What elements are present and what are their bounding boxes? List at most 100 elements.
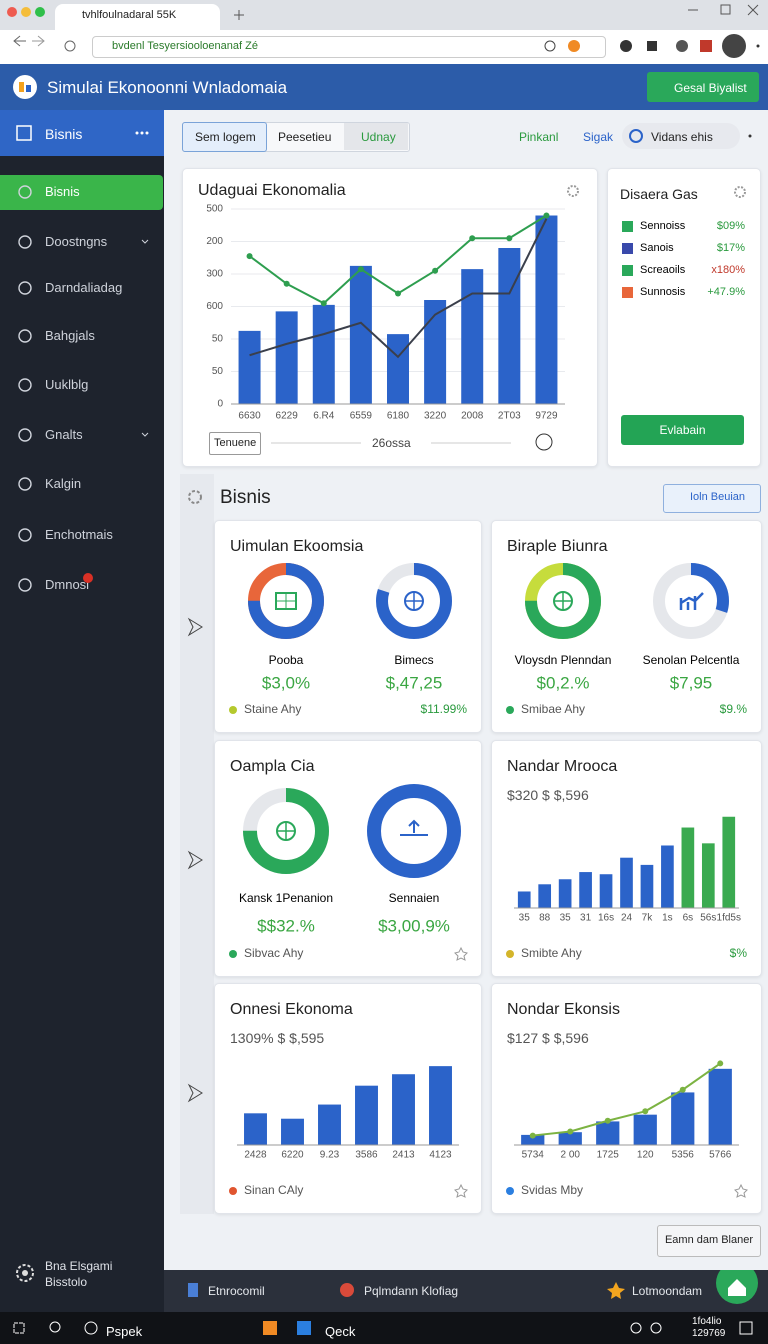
card-footer: Smibte Ahy xyxy=(521,946,582,960)
clock: 1fo4lio xyxy=(692,1316,722,1327)
sidebar-item[interactable]: Kalgin xyxy=(45,476,82,491)
sidebar xyxy=(0,110,164,1312)
x-tick-label: 5734 xyxy=(522,1150,545,1161)
card-graphics: 35 88 35 31 16s 24 7k 1s 6s 56s 1fd5s Smibte Ahy $% xyxy=(506,816,747,960)
donut-amount: $,47,25 xyxy=(386,673,443,692)
bar xyxy=(392,1074,415,1145)
chart-title: Udaguai Ekonomalia xyxy=(198,182,346,199)
bar xyxy=(461,269,484,404)
sidebar-item[interactable]: Dmnosi xyxy=(45,577,90,592)
bottom-link[interactable]: Pqlmdann Klofiag xyxy=(364,1284,459,1298)
tab-title: tvhlfoulnadaral 55K xyxy=(82,9,177,21)
x-tick-label: 3220 xyxy=(424,411,447,422)
sidebar-item[interactable]: Uuklblg xyxy=(45,377,89,392)
section-button-label: Ioln Beuian xyxy=(690,491,746,503)
smiley xyxy=(535,433,553,451)
tab-active[interactable] xyxy=(182,122,267,152)
card-graphics: Kansk 1Penanion $$32.% Sennaien $3,00,9% Sib… xyxy=(229,784,468,961)
x-tick-label: 2 00 xyxy=(561,1150,581,1161)
header-button[interactable] xyxy=(647,72,759,102)
browser-icons xyxy=(7,4,760,58)
main-chart-card: Udaguai Ekonomalia Tenuene 26ossa 0 50 50 6… xyxy=(182,168,598,467)
x-tick-label: 31 xyxy=(580,913,592,924)
active-tab[interactable] xyxy=(55,4,220,30)
bar xyxy=(640,864,654,908)
x-tick-label: 6180 xyxy=(387,411,410,422)
pill-icons xyxy=(629,129,752,143)
card-subtitle: $320 $ $,596 xyxy=(507,787,589,803)
bar xyxy=(661,845,674,908)
donut-amount: $3,00,9% xyxy=(378,916,450,935)
sidebar-item[interactable]: Bisnis xyxy=(45,184,80,199)
tab: Sem logem xyxy=(195,130,256,144)
gas-legend: Sennoiss $09% Sanois $17% Screaoils x180% Sunn… xyxy=(622,220,745,298)
bar xyxy=(521,1134,545,1145)
line-point xyxy=(679,1086,686,1093)
gas-card: Disaera Gas Evlabain Sennoiss $09% Sanois $… xyxy=(607,168,761,467)
donut-value xyxy=(248,563,324,639)
section-button[interactable] xyxy=(663,484,761,513)
x-tick-label: 2413 xyxy=(392,1150,415,1161)
line-point xyxy=(357,266,364,273)
card: Nandar Mrooca 35 88 35 31 16s 24 7k 1s 6s 56s 1fd5s… xyxy=(491,740,762,977)
sidebar-icon xyxy=(18,578,32,592)
corner-button[interactable] xyxy=(657,1225,761,1257)
sidebar-item[interactable]: Doostngns xyxy=(45,234,108,249)
legend-value: $17% xyxy=(717,242,745,254)
sidebar-icon xyxy=(18,378,32,392)
sidebar-item[interactable]: Gnalts xyxy=(45,427,83,442)
card-graphics: 5734 2 00 1725 120 5356 5766 Svidas Mby xyxy=(506,1060,748,1198)
bar xyxy=(633,1114,657,1145)
sidebar-item[interactable]: Bahgjals xyxy=(45,328,95,343)
toolbar-link[interactable]: Pinkanl xyxy=(519,130,559,144)
x-tick-label: 1725 xyxy=(597,1150,620,1161)
donut-label: Bimecs xyxy=(394,653,433,667)
donut-label: Kansk 1Penanion xyxy=(239,891,333,905)
x-tick-label: 2T03 xyxy=(498,411,521,422)
card-title: Nondar Ekonsis xyxy=(507,1001,620,1018)
card-graphics: Pooba $3,0% Bimecs $,47,25 Staine Ahy $11.99% xyxy=(229,563,467,716)
bottom-link[interactable]: Etnrocomil xyxy=(208,1284,265,1298)
card: Uimulan Ekoomsia Pooba $3,0% Bimecs $,47,25 S… xyxy=(214,520,482,733)
donut-value xyxy=(367,784,461,878)
x-tick-label: 6559 xyxy=(350,411,373,422)
corner-button-label: Eamn dam Blaner xyxy=(664,1234,754,1246)
clock: 129769 xyxy=(692,1328,726,1339)
bar xyxy=(722,816,736,908)
bar xyxy=(517,891,531,908)
card: Biraple Biunra Vloysdn Plenndan $0,2.% Seno… xyxy=(491,520,762,733)
bottom-link[interactable]: Lotmoondam xyxy=(632,1284,703,1298)
legend-value: +47.9% xyxy=(707,286,745,298)
taskbar-icons xyxy=(13,1321,753,1335)
sidebar-item[interactable]: Enchotmais xyxy=(45,527,113,542)
icon xyxy=(400,819,428,836)
app-header xyxy=(0,64,768,110)
donut-amount: $7,95 xyxy=(670,673,713,692)
address-bar[interactable] xyxy=(92,36,606,58)
x-tick-label: 7k xyxy=(642,913,654,924)
tab-gray[interactable] xyxy=(344,123,408,150)
tab: Udnay xyxy=(361,130,396,144)
bar xyxy=(318,1104,341,1145)
gas-button[interactable] xyxy=(621,415,744,445)
line-point xyxy=(543,212,550,219)
toolbar-link[interactable]: Sigak xyxy=(583,130,614,144)
line-point xyxy=(717,1060,724,1067)
taskbar xyxy=(0,1312,768,1344)
footer-button[interactable] xyxy=(209,432,261,455)
left-strip xyxy=(180,474,214,1214)
bar xyxy=(238,330,261,404)
section-icon xyxy=(188,490,202,504)
taskbar-app[interactable]: Qeck xyxy=(325,1324,356,1339)
taskbar-search[interactable]: Pspek xyxy=(106,1324,143,1339)
bar xyxy=(429,1066,452,1145)
chevron xyxy=(141,432,149,437)
x-tick-label: 88 xyxy=(539,913,551,924)
line-point xyxy=(567,1128,574,1135)
x-tick-label: 16s xyxy=(598,913,614,924)
bottom-icons xyxy=(188,1270,758,1304)
gear-icon xyxy=(734,186,746,198)
sidebar-item[interactable]: Darndaliadag xyxy=(45,280,123,295)
x-tick-label: 9.23 xyxy=(320,1150,340,1161)
star-icon xyxy=(454,946,468,961)
